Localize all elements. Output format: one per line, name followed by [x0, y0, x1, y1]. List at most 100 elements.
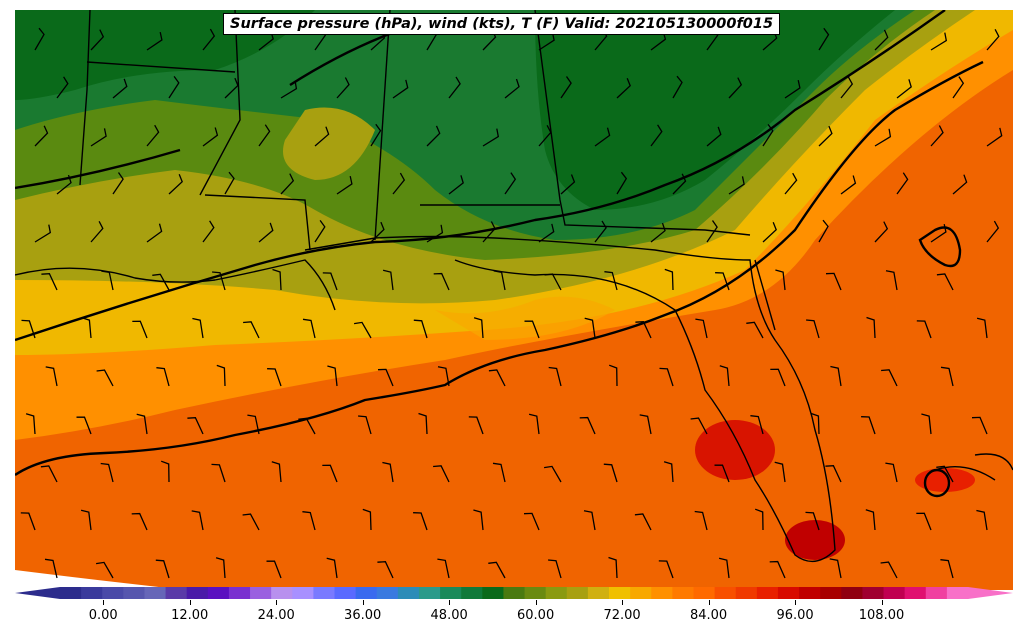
colorbar-segment: [672, 587, 694, 599]
wind-barb: [473, 509, 484, 531]
wind-barb: [916, 512, 932, 531]
wind-barb: [362, 508, 372, 531]
wind-barb: [242, 513, 260, 531]
wind-barb: [492, 462, 506, 483]
colorbar-segment: [524, 587, 547, 599]
wind-barb: [544, 465, 562, 483]
wind-barb: [392, 79, 409, 99]
wind-barb: [187, 417, 204, 435]
wind-barb: [936, 273, 954, 291]
wind-barb: [750, 415, 764, 435]
wind-barb: [658, 560, 674, 579]
wind-barb: [354, 321, 372, 339]
colorbar-segment: [144, 587, 167, 599]
wind-barb: [482, 221, 496, 243]
colorbar-segment: [123, 587, 145, 599]
colorbar-segment: [186, 587, 209, 599]
colorbar-segment: [271, 587, 293, 599]
wind-barb: [298, 417, 316, 435]
colorbar-segment: [883, 587, 906, 599]
wind-barb: [426, 125, 441, 147]
colorbar-segment: [566, 587, 589, 599]
wind-barb: [377, 561, 394, 579]
wind-barb: [762, 124, 774, 147]
wind-barb: [718, 557, 730, 579]
wind-barb: [715, 272, 730, 291]
wind-barb: [392, 172, 406, 195]
weather-map: [15, 10, 1013, 590]
wind-barb: [650, 222, 666, 243]
wind-barb: [493, 270, 506, 291]
wind-barb: [266, 560, 282, 579]
wind-barb: [608, 364, 618, 387]
wind-barb: [212, 271, 226, 291]
wind-barb: [488, 369, 506, 387]
wind-barb: [191, 510, 204, 531]
wind-barb: [524, 320, 540, 339]
colorbar-segment: [461, 587, 483, 599]
wind-barb: [805, 511, 820, 531]
colorbar-segment: [102, 587, 124, 599]
wind-barb: [202, 220, 215, 243]
colorbar-segment: [60, 587, 82, 599]
wind-barb: [314, 220, 326, 243]
wind-barb: [437, 558, 450, 579]
wind-barb: [90, 29, 105, 51]
wind-barb: [192, 317, 204, 339]
wind-barb: [603, 463, 618, 483]
wind-barb: [382, 269, 394, 291]
colorbar-segment: [841, 587, 863, 599]
wind-barb: [818, 125, 833, 147]
wind-barb: [322, 272, 338, 291]
wind-barb: [896, 79, 912, 99]
wind-barb: [706, 126, 722, 147]
wind-barb: [548, 559, 562, 579]
wind-barb: [986, 127, 1003, 147]
wind-barb: [594, 220, 607, 243]
wind-barb: [44, 558, 58, 579]
wind-barb: [90, 128, 107, 147]
wind-barb: [132, 320, 148, 339]
wind-barb: [881, 369, 898, 387]
wind-barb: [714, 464, 730, 483]
wind-barb: [20, 512, 36, 531]
wind-barb: [146, 31, 163, 51]
wind-barb: [202, 28, 216, 51]
wind-barb: [784, 79, 801, 99]
wind-barb: [936, 465, 954, 483]
wind-barb: [81, 317, 92, 339]
wind-barb: [976, 317, 988, 339]
colorbar-segment: [777, 587, 800, 599]
wind-barb: [639, 414, 652, 435]
colorbar-tick-label: 36.00: [344, 608, 382, 623]
wind-barb: [986, 220, 1000, 243]
wind-barb: [770, 368, 786, 387]
colorbar-tick-mark: [622, 600, 624, 605]
wind-barb: [865, 509, 876, 531]
wind-barb: [76, 416, 92, 435]
wind-barb: [940, 559, 954, 579]
wind-barb: [560, 76, 572, 99]
colorbar-segment: [735, 587, 758, 599]
wind-barb: [608, 556, 618, 579]
wind-barb: [579, 416, 596, 435]
wind-barb: [672, 173, 687, 195]
wind-barb: [986, 28, 1000, 51]
colorbar-segment: [376, 587, 399, 599]
wind-barb: [504, 78, 520, 99]
wind-barb: [818, 27, 830, 51]
wind-barb: [538, 223, 555, 243]
wind-barb: [56, 174, 72, 195]
wind-barb: [940, 366, 954, 387]
wind-barb: [413, 512, 428, 531]
colorbar-segment: [250, 587, 272, 599]
colorbar-segment: [799, 587, 821, 599]
wind-barb: [96, 369, 114, 387]
wind-barb: [746, 321, 764, 339]
colorbar-segment: [503, 587, 526, 599]
colorbar-segment: [397, 587, 420, 599]
wind-barb: [96, 561, 114, 579]
wind-barbs: [20, 27, 1003, 579]
wind-barb: [272, 268, 282, 291]
wind-barb: [769, 560, 786, 579]
